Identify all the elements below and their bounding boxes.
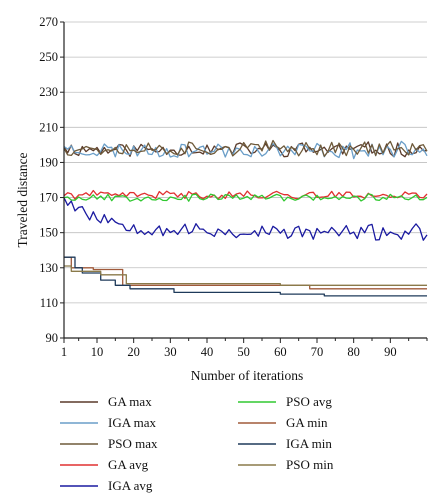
legend-label-pso-avg: PSO avg [286, 394, 332, 409]
y-tick-label: 90 [46, 331, 59, 345]
y-tick-label: 170 [39, 191, 58, 205]
x-tick-label: 1 [61, 345, 67, 359]
legend-label-pso-min: PSO min [286, 457, 334, 472]
x-tick-labels: 1 10 20 30 40 50 60 70 80 90 [61, 345, 397, 359]
x-axis-title: Number of iterations [191, 368, 303, 383]
y-tick-label: 110 [40, 296, 58, 310]
x-tick-label: 80 [347, 345, 360, 359]
x-tick-label: 40 [201, 345, 214, 359]
legend: GA max IGA max PSO max GA avg IGA avg PSO avg… [60, 394, 334, 493]
legend-label-iga-max: IGA max [108, 415, 157, 430]
y-tick-labels: 90 110 130 150 170 190 210 230 250 270 [39, 15, 58, 345]
y-tick-label: 190 [39, 155, 58, 169]
y-axis-title: Traveled distance [15, 152, 30, 247]
series-line-iga-max [63, 140, 428, 160]
axes [60, 21, 428, 343]
legend-label-pso-max: PSO max [108, 436, 158, 451]
legend-label-iga-avg: IGA avg [108, 478, 153, 493]
legend-label-iga-min: IGA min [286, 436, 332, 451]
y-tick-label: 270 [39, 15, 58, 29]
legend-label-ga-max: GA max [108, 394, 152, 409]
series-line-pso-avg [63, 193, 428, 202]
legend-label-ga-min: GA min [286, 415, 328, 430]
x-tick-label: 10 [91, 345, 104, 359]
x-tick-label: 90 [384, 345, 397, 359]
series-line-iga-avg [63, 197, 428, 241]
grid-lines [64, 21, 427, 304]
y-tick-label: 130 [39, 261, 58, 275]
series-line-iga-min [64, 256, 427, 297]
x-tick-label: 60 [274, 345, 287, 359]
x-tick-label: 20 [127, 345, 140, 359]
y-tick-label: 210 [39, 120, 58, 134]
x-tick-label: 70 [311, 345, 324, 359]
y-tick-label: 150 [39, 226, 58, 240]
y-tick-label: 230 [39, 85, 58, 99]
series-line-pso-max [63, 139, 428, 157]
x-tick-label: 30 [164, 345, 177, 359]
series-line-ga-min [64, 256, 427, 290]
series-lines [63, 139, 428, 297]
series-line-pso-min [64, 265, 427, 286]
legend-label-ga-avg: GA avg [108, 457, 149, 472]
y-tick-label: 250 [39, 50, 58, 64]
x-tick-label: 50 [237, 345, 250, 359]
